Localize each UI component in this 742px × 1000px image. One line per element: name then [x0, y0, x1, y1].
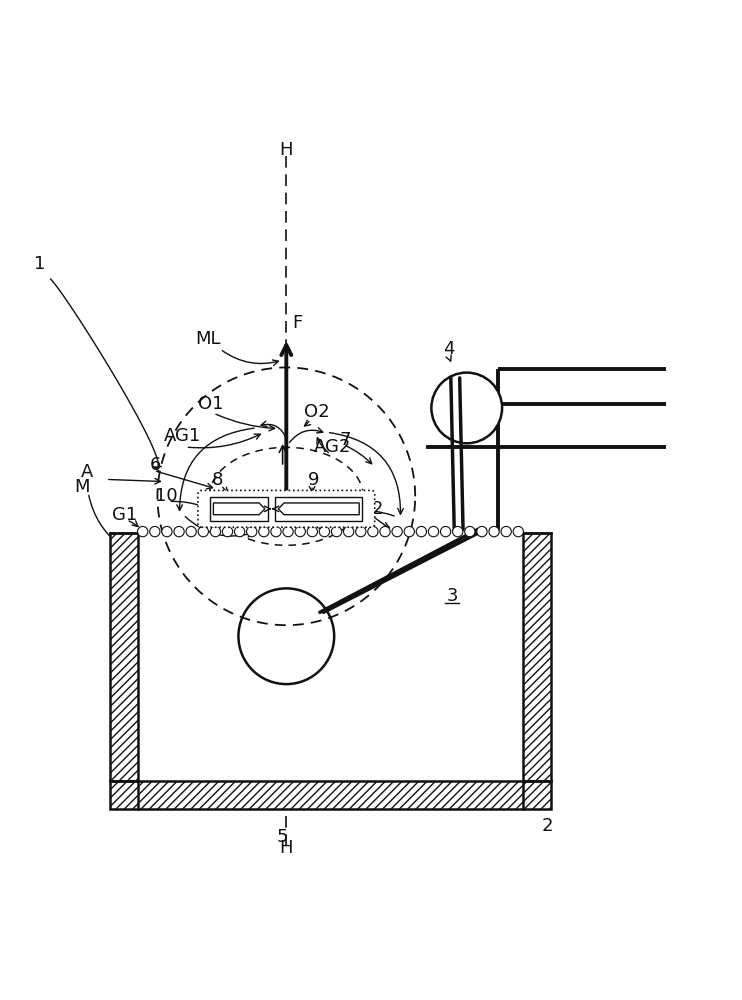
FancyBboxPatch shape [211, 497, 268, 521]
Circle shape [234, 526, 245, 537]
Circle shape [137, 526, 148, 537]
Bar [110, 533, 137, 781]
Text: AG1: AG1 [164, 427, 201, 445]
Circle shape [464, 526, 475, 537]
Circle shape [198, 526, 209, 537]
Circle shape [368, 526, 378, 537]
Circle shape [223, 526, 233, 537]
Text: O2: O2 [304, 403, 330, 421]
Text: F: F [292, 314, 303, 332]
Circle shape [246, 526, 257, 537]
Text: 11: 11 [286, 506, 309, 524]
Circle shape [477, 526, 487, 537]
Circle shape [238, 588, 334, 684]
Circle shape [404, 526, 414, 537]
Circle shape [210, 526, 220, 537]
Text: 4: 4 [442, 340, 454, 358]
Text: 9: 9 [308, 471, 319, 489]
Text: 3: 3 [446, 587, 458, 605]
Text: 7: 7 [340, 431, 351, 449]
Text: 2: 2 [542, 817, 554, 835]
Circle shape [259, 526, 269, 537]
FancyBboxPatch shape [198, 490, 375, 527]
Circle shape [283, 526, 293, 537]
Circle shape [380, 526, 390, 537]
Circle shape [271, 526, 281, 537]
Text: G2: G2 [358, 500, 384, 518]
Text: O1: O1 [198, 395, 224, 413]
Circle shape [501, 526, 511, 537]
Circle shape [513, 526, 523, 537]
Text: 8: 8 [212, 471, 223, 489]
Circle shape [441, 526, 450, 537]
Text: 6: 6 [150, 456, 161, 474]
Text: G1: G1 [111, 506, 137, 524]
Bar [523, 533, 551, 781]
Circle shape [186, 526, 197, 537]
Circle shape [344, 526, 354, 537]
Circle shape [162, 526, 172, 537]
Polygon shape [278, 503, 359, 515]
Text: ML: ML [194, 330, 220, 348]
Polygon shape [214, 503, 265, 515]
Text: A: A [82, 463, 93, 481]
Circle shape [489, 526, 499, 537]
FancyBboxPatch shape [275, 497, 362, 521]
Text: M: M [74, 478, 90, 496]
Circle shape [174, 526, 184, 537]
Text: H: H [280, 839, 293, 857]
Circle shape [332, 526, 342, 537]
Circle shape [295, 526, 306, 537]
Circle shape [416, 526, 427, 537]
Circle shape [431, 373, 502, 443]
Circle shape [392, 526, 402, 537]
Circle shape [453, 526, 463, 537]
Circle shape [355, 526, 366, 537]
Circle shape [319, 526, 329, 537]
Text: H: H [280, 141, 293, 159]
Circle shape [428, 526, 439, 537]
Bar [110, 781, 551, 809]
Text: 1: 1 [34, 255, 45, 273]
Text: 10: 10 [155, 487, 177, 505]
Text: AG2: AG2 [314, 438, 352, 456]
Circle shape [150, 526, 160, 537]
Text: 5: 5 [277, 828, 289, 846]
Bar [137, 533, 523, 781]
Circle shape [307, 526, 318, 537]
